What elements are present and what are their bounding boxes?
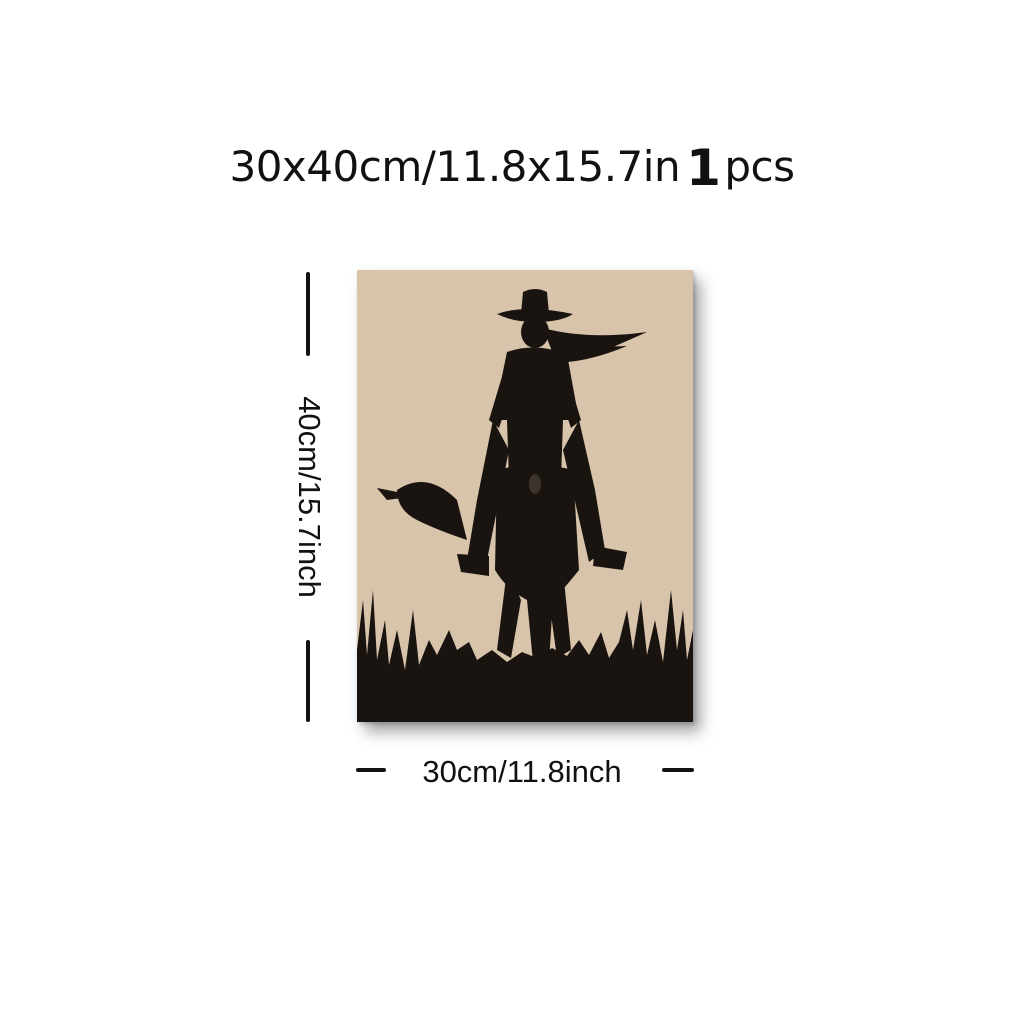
height-dimension-label: 40cm/15.7inch [292, 396, 327, 598]
quantity-unit: pcs [724, 142, 795, 191]
cowboy-rider-artwork [357, 270, 693, 722]
product-size-title: 30x40cm/11.8x15.7in 1pcs [0, 138, 1024, 194]
height-dimension-line-top [306, 272, 310, 356]
width-dimension-line-right [662, 768, 694, 772]
quantity-number: 1 [686, 139, 721, 197]
size-text: 30x40cm/11.8x15.7in [229, 142, 681, 191]
height-dimension-line-bottom [306, 640, 310, 722]
width-dimension-label: 30cm/11.8inch [422, 754, 622, 789]
width-dimension-line-left [356, 768, 386, 772]
canvas-print [357, 270, 693, 722]
